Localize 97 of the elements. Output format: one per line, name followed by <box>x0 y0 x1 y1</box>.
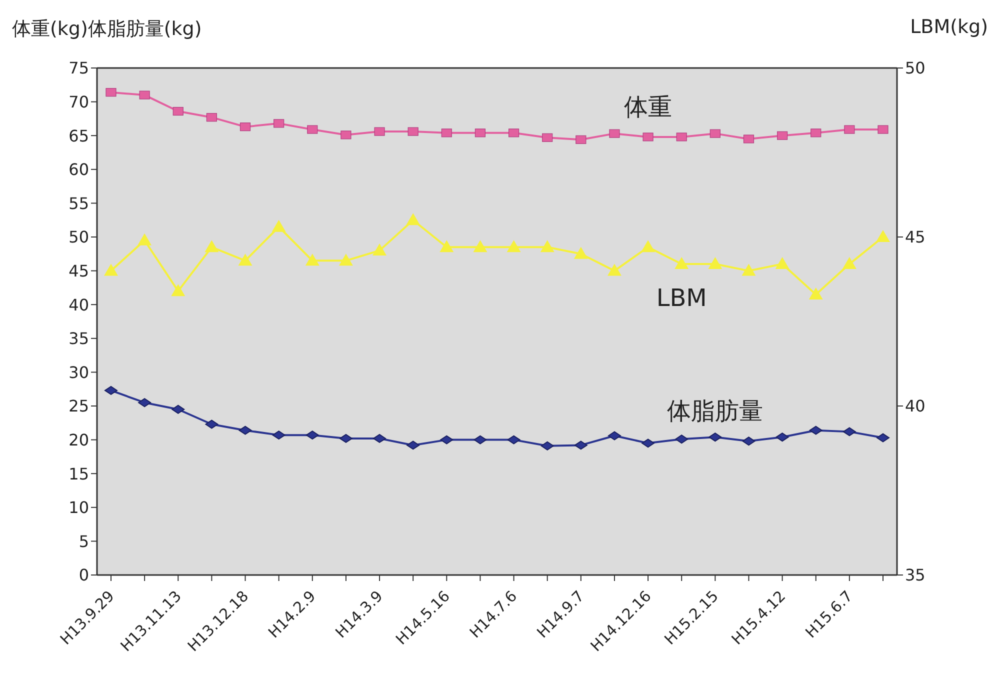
y-tick-label: 30 <box>68 362 89 382</box>
point <box>842 427 856 436</box>
y2-tick-label: 50 <box>905 58 926 78</box>
point <box>139 90 150 100</box>
point <box>810 128 822 138</box>
point <box>708 432 722 442</box>
point <box>675 434 688 444</box>
point <box>238 254 252 266</box>
point <box>609 129 620 138</box>
point <box>608 431 621 440</box>
point <box>809 426 822 435</box>
point <box>878 125 888 134</box>
point <box>305 254 320 266</box>
point <box>171 284 186 296</box>
y-tick-label: 60 <box>68 160 89 180</box>
y-tick-label: 40 <box>68 295 89 314</box>
y-tick-label: 15 <box>68 464 89 484</box>
point <box>307 125 318 134</box>
point <box>508 128 520 138</box>
point <box>138 398 152 408</box>
point <box>542 133 553 142</box>
point <box>642 438 655 448</box>
point <box>607 264 622 276</box>
point <box>240 122 251 132</box>
point <box>540 240 554 252</box>
point <box>844 125 855 134</box>
point <box>775 257 790 270</box>
y2-tick-label: 40 <box>905 396 926 416</box>
point <box>172 404 185 414</box>
point <box>574 440 588 450</box>
point <box>742 436 756 446</box>
y-tick-label: 0 <box>78 566 89 585</box>
point <box>776 432 789 442</box>
point <box>742 264 756 276</box>
point <box>676 132 687 142</box>
point <box>206 113 217 122</box>
y-tick-label: 50 <box>68 228 89 247</box>
point <box>474 128 486 138</box>
point <box>473 240 488 252</box>
y-tick-label: 75 <box>68 58 89 78</box>
point <box>340 130 352 140</box>
y2-tick-label: 45 <box>905 228 926 247</box>
point <box>205 420 218 429</box>
y-axis-title: 体重(kg)体脂肪量(kg) <box>12 17 202 42</box>
point <box>506 240 521 252</box>
y-tick-label: 70 <box>68 92 89 112</box>
point <box>204 240 219 252</box>
point <box>876 433 890 442</box>
point <box>172 106 184 116</box>
point <box>406 440 420 450</box>
y2-axis-title: LBM(kg) <box>910 16 988 38</box>
point <box>339 434 352 443</box>
point <box>876 230 890 242</box>
point <box>441 128 452 138</box>
point <box>674 257 689 270</box>
point <box>440 435 454 444</box>
point <box>104 386 118 395</box>
point <box>576 135 586 144</box>
point <box>374 127 385 136</box>
point <box>274 119 284 128</box>
point <box>373 434 386 443</box>
point <box>104 264 118 276</box>
point <box>474 435 487 444</box>
point <box>406 213 420 226</box>
y-tick-label: 5 <box>78 532 89 551</box>
y-tick-label: 20 <box>68 430 89 450</box>
point <box>507 435 520 444</box>
series-label: 体脂肪量 <box>667 397 764 426</box>
point <box>408 127 418 136</box>
y-tick-label: 35 <box>68 329 89 348</box>
point <box>710 129 720 138</box>
point <box>372 244 387 256</box>
y-tick-label: 65 <box>68 126 89 146</box>
point <box>138 233 152 246</box>
point <box>238 426 252 435</box>
y-tick-label: 45 <box>68 261 89 280</box>
point <box>808 287 823 300</box>
point <box>574 246 588 259</box>
point <box>743 134 754 144</box>
series-label: 体重 <box>624 92 672 121</box>
point <box>440 240 454 252</box>
y2-tick-label: 35 <box>905 566 926 585</box>
series-label: LBM <box>656 284 707 312</box>
point <box>272 430 286 440</box>
point <box>540 441 554 450</box>
point <box>338 254 353 266</box>
point <box>106 88 116 97</box>
y-tick-label: 55 <box>68 194 89 213</box>
point <box>842 257 856 270</box>
point <box>777 131 788 140</box>
y-tick-label: 10 <box>68 498 89 518</box>
y-tick-label: 25 <box>68 396 89 416</box>
point <box>641 240 656 252</box>
point <box>306 430 319 440</box>
point <box>642 132 654 142</box>
point <box>272 220 286 232</box>
point <box>708 257 722 270</box>
